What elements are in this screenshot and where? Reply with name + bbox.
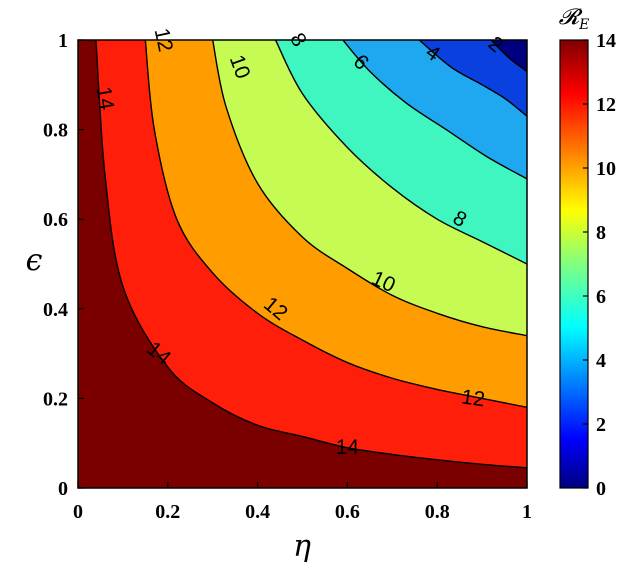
x-axis: 0 0.2 0.4 0.6 0.8 1 [73, 482, 532, 523]
colorbar: 0 2 4 6 8 10 12 14 𝓡E [559, 5, 616, 500]
contour-label-12: 12 [460, 385, 486, 411]
colorbar-tick-label: 10 [596, 158, 616, 180]
contour-line-6 [342, 40, 527, 180]
contour-line-4 [418, 40, 527, 117]
contour-line-14 [95, 40, 527, 469]
x-tick-label: 1 [522, 501, 532, 523]
y-tick-label: 0.6 [43, 209, 68, 231]
plot-frame [77, 39, 528, 489]
colorbar-tick-label: 14 [596, 30, 616, 52]
y-tick-label: 0.4 [43, 299, 68, 321]
colorbar-tick-label: 0 [596, 478, 606, 500]
x-tick-label: 0.6 [335, 501, 360, 523]
contour-line-10 [212, 40, 527, 337]
contour-label-14: 14 [92, 85, 119, 112]
x-tick-label: 0.8 [425, 501, 450, 523]
y-tick-label: 0 [58, 478, 68, 500]
colorbar-label: 𝓡E [559, 5, 590, 33]
y-axis-label: ϵ [26, 243, 43, 278]
x-tick-label: 0 [73, 501, 83, 523]
contour-line-12 [144, 40, 527, 409]
y-tick-label: 0.2 [43, 388, 68, 410]
contour-line-8 [274, 40, 527, 265]
colorbar-tick-label: 6 [596, 286, 606, 308]
y-axis: 0 0.2 0.4 0.6 0.8 1 [43, 30, 84, 500]
colorbar-tick-label: 8 [596, 222, 606, 244]
band-2-4 [419, 40, 527, 117]
colorbar-tick-label: 4 [596, 350, 606, 372]
colorbar-gradient [559, 39, 589, 489]
y-tick-label: 0.8 [43, 120, 68, 142]
contour-line-2 [490, 40, 527, 72]
contour-label-14: 14 [336, 436, 360, 459]
colorbar-tick-label: 12 [596, 94, 616, 116]
y-tick-label: 1 [58, 30, 68, 52]
plot-area [78, 40, 527, 488]
colorbar-tick-label: 2 [596, 414, 606, 436]
band-0-2 [491, 40, 527, 72]
x-tick-label: 0.2 [155, 501, 180, 523]
x-axis-label: η [293, 529, 311, 564]
x-tick-label: 0.4 [245, 501, 270, 523]
